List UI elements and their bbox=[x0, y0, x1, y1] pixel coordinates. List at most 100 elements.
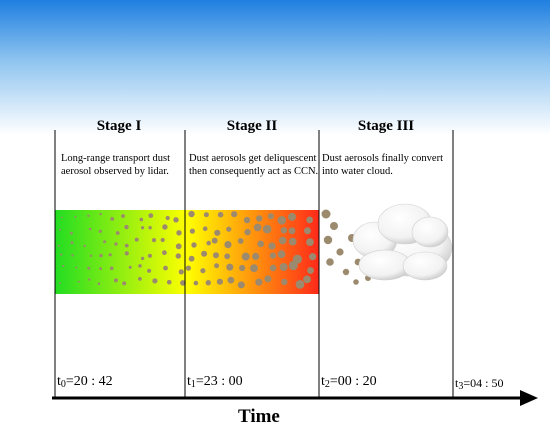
dust-particle-icon bbox=[98, 229, 102, 233]
dust-particle-icon bbox=[226, 226, 232, 232]
dust-particle-icon bbox=[89, 254, 93, 257]
stage-2-description-line-2: then consequently act as CCN. bbox=[189, 166, 319, 177]
stage-1-description: Long-range transport dust aerosol observ… bbox=[61, 152, 186, 178]
dust-particle-icon bbox=[224, 241, 232, 249]
dust-particle-icon bbox=[217, 211, 224, 218]
dust-particle-icon bbox=[152, 278, 158, 284]
dust-particle-icon bbox=[148, 226, 152, 230]
dust-particle-icon bbox=[147, 268, 152, 273]
dust-particle-icon bbox=[227, 276, 235, 284]
dust-particle-icon bbox=[110, 217, 115, 221]
dust-particle-icon bbox=[83, 244, 86, 248]
dust-particle-icon bbox=[281, 278, 288, 286]
time-symbol: t bbox=[187, 374, 191, 389]
dust-particle-icon bbox=[288, 237, 297, 246]
dust-particle-icon bbox=[163, 265, 168, 271]
dust-particle-icon bbox=[206, 240, 211, 246]
dust-particle-icon bbox=[237, 238, 244, 244]
aerosol-layer-band bbox=[55, 210, 319, 294]
time-subscript: 1 bbox=[190, 379, 196, 390]
dust-particle-icon bbox=[288, 212, 296, 221]
dust-particle-icon bbox=[74, 215, 77, 218]
sky-background bbox=[0, 0, 550, 135]
time-subscript: 3 bbox=[458, 381, 464, 392]
dust-particle-icon bbox=[138, 277, 142, 281]
dust-particle-icon bbox=[321, 209, 331, 219]
dust-particle-icon bbox=[113, 278, 118, 283]
dust-particle-icon bbox=[201, 250, 208, 257]
dust-particle-icon bbox=[114, 242, 118, 246]
time-point-t1: t1=23 : 00 bbox=[187, 374, 243, 390]
dust-particle-icon bbox=[193, 280, 199, 286]
dust-particle-icon bbox=[141, 226, 145, 230]
dust-particle-icon bbox=[330, 222, 338, 230]
stage-1-description-line-2: aerosol observed by lidar. bbox=[61, 166, 169, 177]
dust-particle-icon bbox=[278, 236, 287, 245]
dust-particle-icon bbox=[62, 265, 65, 267]
dust-particle-icon bbox=[256, 215, 263, 222]
dust-particle-icon bbox=[147, 253, 152, 258]
dust-particle-icon bbox=[88, 227, 92, 231]
dust-particle-icon bbox=[180, 280, 186, 286]
dust-particle-icon bbox=[241, 252, 250, 261]
dust-particle-icon bbox=[205, 280, 211, 286]
dust-particle-icon bbox=[59, 282, 61, 285]
dust-particle-icon bbox=[140, 256, 145, 261]
dust-particle-icon bbox=[134, 237, 139, 242]
dust-particle-icon bbox=[243, 216, 251, 224]
dust-particle-icon bbox=[121, 214, 125, 218]
dust-particle-icon bbox=[124, 224, 129, 230]
time-subscript: 2 bbox=[324, 379, 330, 390]
dust-particle-icon bbox=[214, 229, 221, 236]
dust-particle-icon bbox=[160, 237, 165, 243]
dust-particle-icon bbox=[306, 216, 313, 224]
dust-particle-icon bbox=[269, 264, 277, 272]
dust-particle-icon bbox=[115, 231, 120, 235]
stage-2-description-line-1: Dust aerosols get deliquescent bbox=[189, 153, 317, 164]
dust-particle-icon bbox=[61, 216, 63, 219]
dust-particle-icon bbox=[99, 253, 103, 258]
time-symbol: t bbox=[57, 374, 61, 389]
dust-particle-icon bbox=[252, 252, 260, 260]
dust-particle-icon bbox=[326, 258, 334, 266]
dust-particle-icon bbox=[124, 243, 129, 248]
stage-1-description-line-1: Long-range transport dust bbox=[61, 153, 171, 164]
time-value: =00 : 20 bbox=[329, 374, 377, 389]
dust-particle-icon bbox=[203, 212, 209, 218]
dust-particle-icon bbox=[303, 275, 311, 284]
dust-particle-icon bbox=[295, 280, 305, 289]
dust-particle-icon bbox=[122, 281, 127, 286]
time-point-t3: t3=04 : 50 bbox=[455, 376, 503, 392]
time-point-t2: t2=00 : 20 bbox=[321, 374, 377, 390]
dust-particle-icon bbox=[306, 238, 314, 247]
dust-particle-icon bbox=[226, 263, 234, 271]
dust-particle-icon bbox=[309, 253, 317, 261]
dust-particle-icon bbox=[269, 252, 276, 259]
dust-particle-icon bbox=[216, 278, 223, 285]
dust-particle-icon bbox=[323, 235, 333, 245]
dust-particle-icon bbox=[244, 228, 251, 236]
dust-particle-icon bbox=[279, 263, 288, 271]
dust-particle-icon bbox=[97, 282, 101, 286]
dust-particle-icon bbox=[75, 266, 78, 269]
dust-particle-icon bbox=[336, 248, 344, 256]
dust-particle-icon bbox=[57, 244, 60, 247]
dust-particle-icon bbox=[124, 251, 129, 256]
dust-particle-icon bbox=[304, 227, 311, 235]
dust-particle-icon bbox=[353, 279, 359, 285]
dust-particle-icon bbox=[99, 267, 102, 270]
dust-particle-icon bbox=[288, 227, 296, 235]
dust-particle-icon bbox=[253, 223, 262, 232]
time-value: =20 : 42 bbox=[65, 374, 113, 389]
dust-particle-icon bbox=[99, 212, 102, 216]
time-symbol: t bbox=[455, 376, 459, 390]
dust-particle-icon bbox=[239, 264, 246, 272]
dust-particle-icon bbox=[267, 213, 274, 220]
dust-particle-icon bbox=[307, 267, 314, 274]
dust-particle-icon bbox=[151, 238, 157, 243]
dust-particle-icon bbox=[191, 242, 197, 248]
dust-particle-icon bbox=[128, 265, 132, 269]
time-axis-title: Time bbox=[238, 406, 280, 427]
dust-particle-icon bbox=[70, 231, 73, 235]
